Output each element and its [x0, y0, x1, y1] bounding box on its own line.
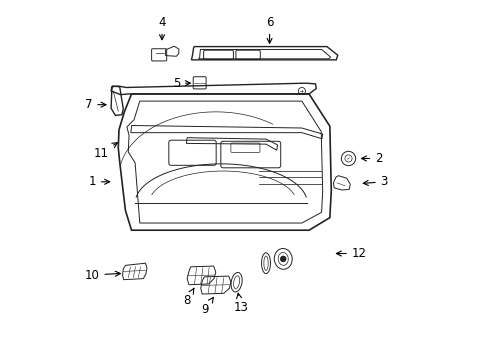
Text: 2: 2	[361, 152, 382, 165]
Text: 9: 9	[201, 297, 213, 316]
Text: 13: 13	[233, 293, 248, 314]
Text: 6: 6	[265, 16, 273, 43]
Text: 4: 4	[158, 16, 165, 40]
Text: 3: 3	[363, 175, 387, 188]
Text: 8: 8	[183, 288, 194, 307]
Text: 7: 7	[84, 98, 106, 111]
Text: 5: 5	[172, 77, 190, 90]
Text: 10: 10	[84, 269, 120, 282]
Text: 12: 12	[336, 247, 366, 260]
Circle shape	[280, 256, 285, 261]
Text: 1: 1	[88, 175, 109, 188]
Text: 11: 11	[93, 143, 117, 159]
